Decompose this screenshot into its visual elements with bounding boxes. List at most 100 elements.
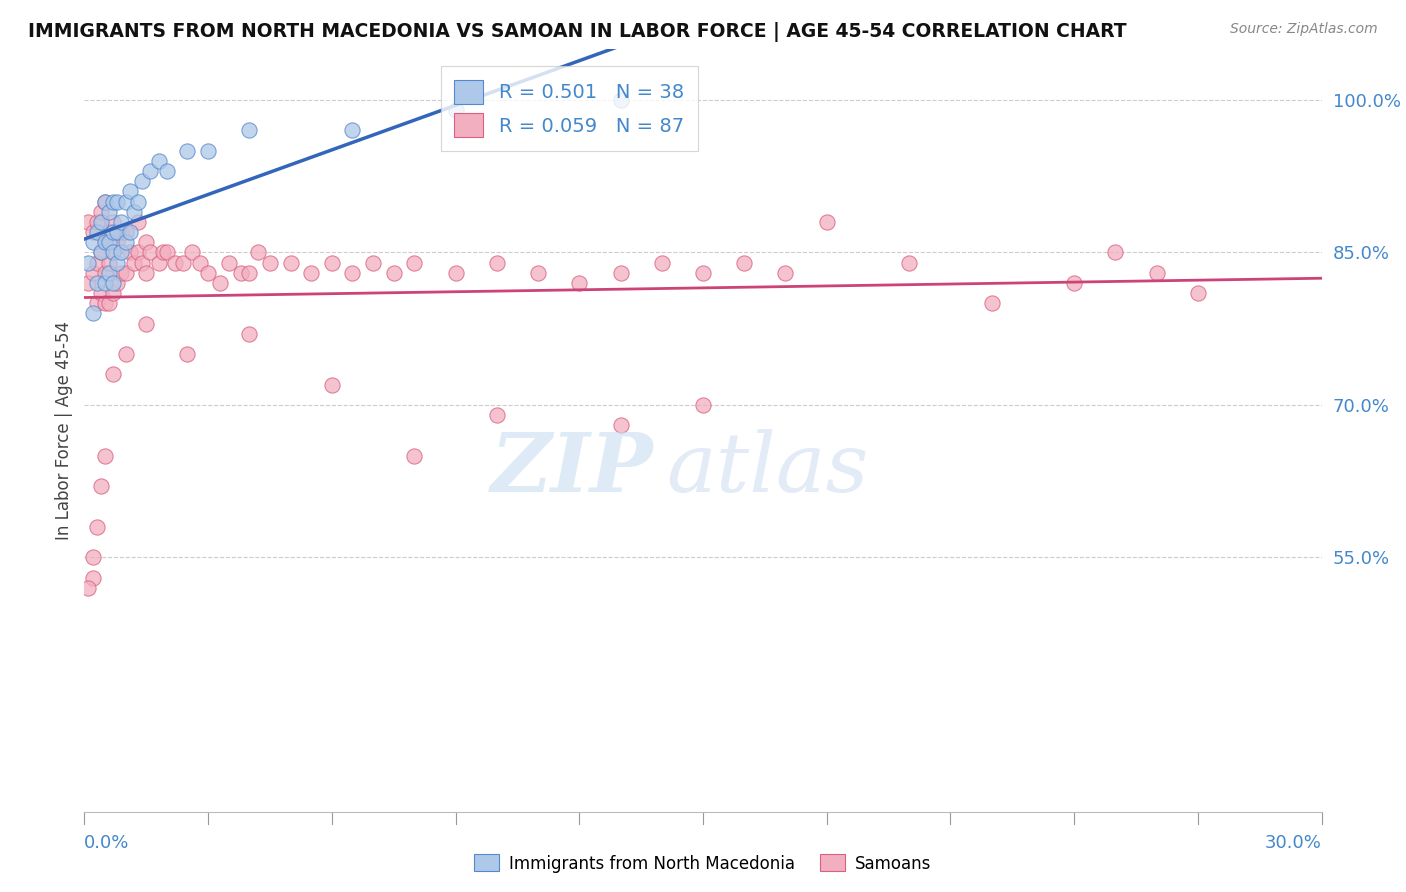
Point	[197, 144, 219, 158]
Text: atlas: atlas	[666, 428, 869, 508]
Point	[127, 245, 149, 260]
Point	[444, 103, 467, 117]
Point	[1104, 245, 1126, 260]
Point	[98, 296, 121, 310]
Text: Source: ZipAtlas.com: Source: ZipAtlas.com	[1230, 22, 1378, 37]
Point	[94, 449, 117, 463]
Point	[229, 266, 252, 280]
Point	[82, 550, 104, 565]
Point	[692, 266, 714, 280]
Point	[238, 266, 260, 280]
Point	[180, 245, 202, 260]
Point	[90, 479, 112, 493]
Text: 30.0%: 30.0%	[1265, 834, 1322, 852]
Point	[94, 296, 117, 310]
Point	[114, 194, 136, 209]
Point	[86, 255, 108, 269]
Point	[118, 185, 141, 199]
Point	[110, 215, 132, 229]
Point	[86, 296, 108, 310]
Point	[90, 286, 112, 301]
Point	[321, 255, 343, 269]
Point	[148, 255, 170, 269]
Point	[980, 296, 1002, 310]
Point	[110, 225, 132, 239]
Point	[152, 245, 174, 260]
Point	[485, 408, 508, 422]
Point	[82, 225, 104, 239]
Legend: Immigrants from North Macedonia, Samoans: Immigrants from North Macedonia, Samoans	[468, 847, 938, 880]
Point	[131, 174, 153, 188]
Point	[135, 266, 157, 280]
Point	[135, 317, 157, 331]
Point	[568, 276, 591, 290]
Point	[90, 215, 112, 229]
Point	[609, 418, 631, 433]
Point	[103, 276, 125, 290]
Point	[209, 276, 232, 290]
Point	[114, 266, 136, 280]
Point	[527, 266, 550, 280]
Point	[114, 347, 136, 361]
Point	[156, 164, 179, 178]
Legend: R = 0.501   N = 38, R = 0.059   N = 87: R = 0.501 N = 38, R = 0.059 N = 87	[440, 66, 697, 151]
Point	[82, 266, 104, 280]
Point	[188, 255, 211, 269]
Point	[86, 215, 108, 229]
Point	[156, 245, 179, 260]
Y-axis label: In Labor Force | Age 45-54: In Labor Force | Age 45-54	[55, 321, 73, 540]
Point	[246, 245, 269, 260]
Point	[692, 398, 714, 412]
Point	[105, 255, 128, 269]
Point	[135, 235, 157, 250]
Point	[103, 215, 125, 229]
Point	[176, 347, 198, 361]
Point	[82, 235, 104, 250]
Point	[1063, 276, 1085, 290]
Point	[815, 215, 838, 229]
Point	[127, 194, 149, 209]
Text: 0.0%: 0.0%	[84, 834, 129, 852]
Point	[139, 164, 162, 178]
Point	[361, 255, 384, 269]
Point	[86, 276, 108, 290]
Point	[103, 286, 125, 301]
Point	[103, 194, 125, 209]
Point	[122, 204, 145, 219]
Point	[94, 194, 117, 209]
Point	[90, 204, 112, 219]
Point	[1146, 266, 1168, 280]
Point	[110, 245, 132, 260]
Point	[775, 266, 797, 280]
Point	[485, 255, 508, 269]
Point	[98, 204, 121, 219]
Point	[122, 255, 145, 269]
Point	[197, 266, 219, 280]
Point	[98, 235, 121, 250]
Point	[77, 215, 100, 229]
Point	[77, 276, 100, 290]
Point	[94, 235, 117, 250]
Point	[321, 377, 343, 392]
Point	[105, 276, 128, 290]
Point	[444, 266, 467, 280]
Point	[259, 255, 281, 269]
Text: IMMIGRANTS FROM NORTH MACEDONIA VS SAMOAN IN LABOR FORCE | AGE 45-54 CORRELATION: IMMIGRANTS FROM NORTH MACEDONIA VS SAMOA…	[28, 22, 1126, 42]
Point	[86, 520, 108, 534]
Point	[105, 235, 128, 250]
Point	[98, 255, 121, 269]
Point	[165, 255, 187, 269]
Text: ZIP: ZIP	[491, 428, 654, 508]
Point	[77, 255, 100, 269]
Point	[103, 245, 125, 260]
Point	[1187, 286, 1209, 301]
Point	[82, 571, 104, 585]
Point	[90, 245, 112, 260]
Point	[651, 255, 673, 269]
Point	[218, 255, 240, 269]
Point	[118, 225, 141, 239]
Point	[94, 276, 117, 290]
Point	[105, 194, 128, 209]
Point	[77, 581, 100, 595]
Point	[90, 245, 112, 260]
